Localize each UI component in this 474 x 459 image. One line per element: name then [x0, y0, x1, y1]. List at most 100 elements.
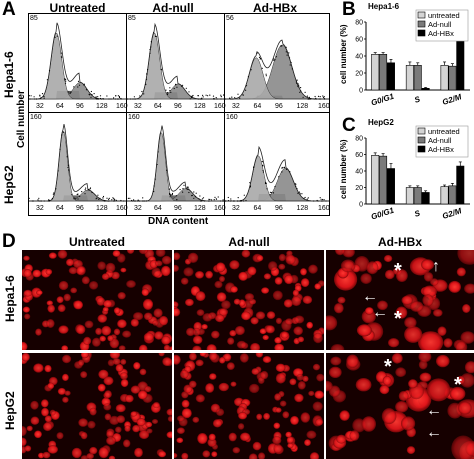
data-dot: [233, 200, 235, 202]
data-dot: [286, 54, 288, 56]
nucleus: [227, 337, 235, 345]
nucleus: [382, 375, 392, 386]
y-axis-label: cell number (%): [339, 139, 348, 199]
data-dot: [220, 96, 222, 98]
data-dot: [166, 169, 168, 171]
data-dot: [299, 193, 301, 195]
nucleus: [300, 268, 307, 276]
nucleus: [41, 407, 49, 417]
data-dot: [182, 84, 184, 86]
nucleus: [47, 382, 55, 390]
data-dot: [274, 59, 276, 61]
flow-plot-hepa1-6-untreated: [28, 13, 128, 114]
data-dot: [171, 192, 174, 195]
micrograph-hepg2-ad-null: [174, 353, 324, 459]
nucleus: [195, 359, 204, 367]
category-label: G2/M: [441, 92, 463, 107]
flow-x-tick: 32: [36, 205, 44, 212]
data-dot: [296, 82, 298, 84]
data-dot: [194, 196, 196, 198]
data-dot: [273, 59, 275, 62]
data-dot: [265, 182, 267, 184]
flow-x-tick: 160: [116, 205, 128, 212]
bar: [440, 186, 449, 205]
nucleus: [136, 418, 146, 427]
flow-x-tick: 160: [116, 103, 128, 110]
data-dot: [253, 166, 255, 168]
nucleus: [176, 427, 185, 434]
nucleus: [404, 317, 417, 329]
data-dot: [134, 200, 136, 202]
nucleus: [401, 416, 416, 431]
data-dot: [201, 198, 204, 200]
data-dot: [102, 195, 105, 198]
flow-ymax-label: 160: [226, 114, 238, 121]
flow-x-tick: 128: [296, 205, 309, 212]
nucleus: [337, 296, 346, 304]
data-dot: [281, 171, 283, 173]
flow-x-tick: 32: [134, 205, 142, 212]
nucleus: [144, 386, 152, 393]
data-dot: [230, 198, 232, 200]
data-dot: [90, 93, 92, 96]
nucleus: [195, 291, 206, 302]
nucleus: [23, 269, 32, 278]
nucleus: [252, 441, 262, 451]
nucleus: [126, 280, 136, 288]
nucleus: [120, 378, 129, 388]
nucleus: [124, 425, 131, 432]
flow-x-tick: 64: [154, 103, 162, 110]
data-dot: [48, 200, 51, 202]
data-dot: [297, 83, 299, 85]
arrow-left-icon: ←: [372, 304, 388, 321]
data-dot: [306, 198, 308, 200]
flow-ymax-label: 85: [128, 15, 136, 22]
data-dot: [115, 199, 117, 201]
data-dot: [108, 197, 110, 199]
data-dot: [170, 194, 172, 196]
data-dot: [302, 96, 304, 98]
nucleus: [451, 435, 474, 459]
data-dot: [291, 68, 293, 70]
nucleus: [80, 353, 89, 359]
chart-title: HepG2: [368, 118, 394, 127]
data-dot: [230, 98, 232, 100]
bar: [421, 88, 430, 91]
data-dot: [144, 200, 146, 202]
data-dot: [199, 195, 201, 197]
nucleus: [300, 412, 311, 423]
nucleus: [395, 306, 408, 319]
fit-curve: [225, 39, 329, 100]
data-dot: [150, 46, 152, 48]
nucleus: [266, 311, 276, 319]
data-dot: [225, 200, 227, 202]
data-dot: [185, 87, 187, 89]
flow-plot-hepg2-ad-hbx: [224, 112, 330, 216]
data-dot: [198, 98, 200, 100]
data-dot: [88, 94, 91, 96]
nucleus: [34, 430, 42, 439]
nucleus: [291, 296, 302, 307]
flow-plot-hepg2-ad-null: [126, 112, 226, 216]
y-axis-label: cell number (%): [339, 24, 348, 84]
legend-swatch: [417, 136, 426, 144]
data-dot: [200, 98, 202, 100]
nucleus: [423, 272, 434, 282]
nucleus: [104, 390, 112, 399]
nucleus: [256, 413, 263, 420]
nucleus: [143, 332, 154, 342]
micrograph-hepg2-ad-hbx: [326, 353, 474, 459]
nucleus: [46, 319, 55, 328]
nucleus: [42, 451, 51, 459]
data-dot: [266, 188, 268, 190]
data-dot: [85, 187, 87, 189]
nucleus: [183, 267, 194, 277]
nucleus: [422, 285, 437, 298]
chart-title: Hepa1-6: [368, 2, 400, 11]
nucleus: [355, 378, 372, 392]
bar: [456, 165, 465, 205]
data-dot: [219, 200, 222, 202]
data-dot: [187, 186, 189, 188]
data-dot: [322, 200, 324, 202]
data-dot: [123, 200, 125, 202]
